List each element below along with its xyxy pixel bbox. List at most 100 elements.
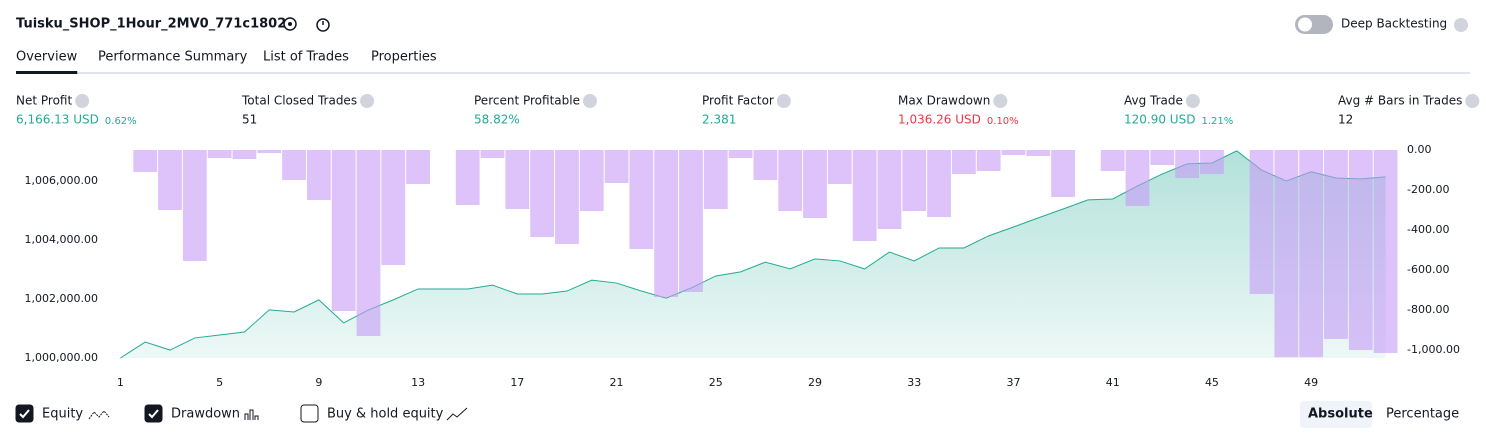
help-icon[interactable] (1454, 18, 1468, 32)
metric-value: 120.90 USD (1124, 113, 1195, 127)
metric-label: Profit Factor (702, 94, 774, 108)
tab[interactable]: Performance Summary (98, 50, 248, 65)
drawdown-bar (579, 150, 604, 211)
drawdown-bar (356, 150, 381, 336)
metric-value: 2.381 (702, 113, 736, 127)
x-tick-label: 41 (1106, 376, 1120, 389)
y2-tick-label: 0.00 (1407, 143, 1432, 156)
metric-label: Avg # Bars in Trades (1338, 94, 1462, 108)
y-tick-label: 1,006,000.00 (25, 174, 98, 187)
drawdown-bar (232, 150, 257, 159)
x-tick-label: 17 (510, 376, 524, 389)
info-icon (1185, 94, 1200, 108)
drawdown-bar (902, 150, 927, 211)
metric-value: 51 (242, 113, 257, 127)
drawdown-bar (257, 150, 282, 153)
metric-pct: 0.10% (987, 116, 1019, 127)
info-icon (582, 94, 597, 108)
x-tick-label: 5 (216, 376, 223, 389)
buyhold-icon (446, 407, 468, 421)
drawdown-bar (1324, 150, 1348, 339)
drawdown-bar (555, 150, 579, 244)
drawdown-bar (1200, 150, 1224, 174)
drawdown-bar (282, 150, 306, 180)
mode-active-bg (1300, 401, 1372, 428)
drawdown-bar (1001, 150, 1026, 155)
drawdown-bar (133, 150, 158, 172)
tab-underline (16, 71, 78, 74)
mode-button[interactable]: Absolute (1308, 407, 1373, 422)
legend-label: Equity (42, 407, 83, 422)
metric-value: 1,036.26 USD (898, 113, 981, 127)
x-tick-label: 21 (610, 376, 624, 389)
x-tick-label: 37 (1006, 376, 1020, 389)
legend-label: Buy & hold equity (327, 407, 444, 422)
y2-tick-label: -400.00 (1407, 223, 1449, 236)
checkbox[interactable] (300, 404, 319, 423)
x-tick-label: 13 (411, 376, 425, 389)
strategy-title: Tuisku_SHOP_1Hour_2MV0_771c1802 (16, 17, 286, 32)
metric-value: 58.82% (474, 113, 520, 127)
equity-line (120, 150, 1386, 359)
drawdown-bar (703, 150, 728, 209)
drawdown-bar (1150, 150, 1175, 165)
drawdown-bar (182, 150, 207, 261)
info-icon (1465, 94, 1480, 108)
metric-label: Percent Profitable (474, 94, 580, 108)
equity-icon (88, 410, 110, 420)
mode-button[interactable]: Percentage (1386, 407, 1459, 422)
drawdown-bar (852, 150, 877, 241)
info-icon (993, 94, 1008, 108)
toggle-label: Deep Backtesting (1341, 17, 1447, 31)
drawdown-bar (728, 150, 753, 158)
drawdown-bar (976, 150, 1001, 171)
y-tick-label: 1,002,000.00 (25, 292, 98, 305)
drawdown-bar (1051, 150, 1075, 197)
drawdown-bar (1249, 150, 1274, 294)
checkbox[interactable] (15, 404, 34, 423)
drawdown-bar (877, 150, 902, 229)
alert-icon[interactable] (316, 18, 330, 32)
drawdown-bar (1373, 150, 1398, 353)
metric-value: 12 (1338, 113, 1353, 127)
info-icon (776, 94, 791, 108)
y-tick-label: 1,000,000.00 (25, 351, 98, 364)
drawdown-bar (951, 150, 976, 174)
drawdown-bar (927, 150, 951, 217)
metric-label: Total Closed Trades (241, 94, 357, 108)
settings-icon[interactable] (283, 17, 297, 31)
drawdown-bar (753, 150, 778, 180)
drawdown-bar (530, 150, 555, 237)
y2-tick-label: -1,000.00 (1407, 343, 1460, 356)
drawdown-bar (654, 150, 679, 297)
legend-label: Drawdown (171, 407, 240, 422)
y-tick-label: 1,004,000.00 (25, 233, 98, 246)
x-tick-label: 25 (709, 376, 723, 389)
x-tick-label: 49 (1304, 376, 1318, 389)
x-tick-label: 9 (315, 376, 322, 389)
check (148, 409, 159, 419)
drawdown-bar (1299, 150, 1324, 358)
x-tick-label: 33 (907, 376, 921, 389)
info-icon (360, 94, 375, 108)
equity-area (120, 150, 1386, 358)
x-tick-label: 45 (1205, 376, 1219, 389)
check (19, 409, 30, 419)
info-icon (75, 94, 90, 108)
checkbox[interactable] (144, 404, 163, 423)
drawdown-bar (679, 150, 703, 292)
tab[interactable]: Properties (371, 50, 437, 65)
x-tick-label: 29 (808, 376, 822, 389)
x-tick-label: 1 (117, 376, 124, 389)
metric-pct: 1.21% (1201, 116, 1233, 127)
tab[interactable]: List of Trades (263, 50, 349, 65)
tab[interactable]: Overview (16, 50, 78, 65)
metric-label: Net Profit (16, 94, 72, 108)
drawdown-bar (1348, 150, 1373, 350)
drawdown-bar (629, 150, 654, 249)
drawdown-bar (306, 150, 331, 200)
drawdown-bar (604, 150, 629, 183)
metric-pct: 0.62% (105, 116, 137, 127)
